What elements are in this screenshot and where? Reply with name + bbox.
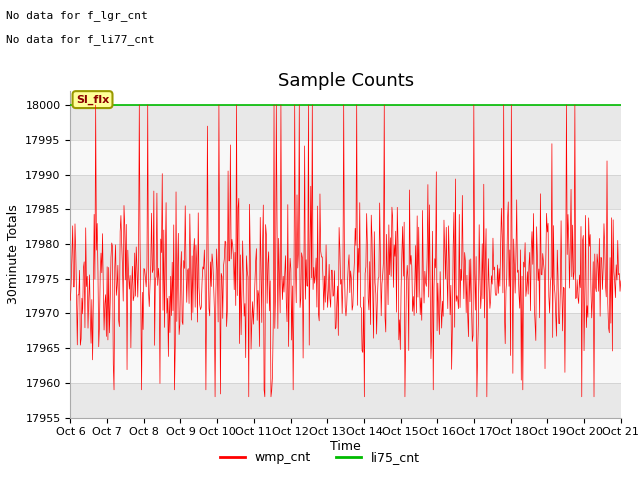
- wmp_cnt: [92, 102, 99, 108]
- li75_cnt: [429, 102, 436, 108]
- Text: No data for f_lgr_cnt: No data for f_lgr_cnt: [6, 10, 148, 21]
- Y-axis label: 30minute Totals: 30minute Totals: [7, 204, 20, 304]
- wmp_cnt: [134, 294, 141, 300]
- X-axis label: Time: Time: [330, 440, 361, 453]
- Bar: [70, 313, 621, 348]
- Bar: [70, 348, 621, 383]
- wmp_cnt: [77, 342, 84, 348]
- wmp_cnt: [430, 285, 438, 290]
- Bar: [70, 175, 621, 209]
- wmp_cnt: [190, 249, 198, 254]
- Text: No data for f_li77_cnt: No data for f_li77_cnt: [6, 34, 155, 45]
- Title: Sample Counts: Sample Counts: [278, 72, 413, 90]
- li75_cnt: [133, 102, 141, 108]
- Bar: [70, 383, 621, 418]
- Legend: wmp_cnt, li75_cnt: wmp_cnt, li75_cnt: [215, 446, 425, 469]
- Bar: [70, 279, 621, 313]
- li75_cnt: [189, 102, 196, 108]
- Bar: [70, 244, 621, 279]
- Text: Sl_flx: Sl_flx: [76, 95, 109, 105]
- wmp_cnt: [67, 298, 74, 303]
- Bar: [70, 140, 621, 175]
- li75_cnt: [218, 102, 226, 108]
- li75_cnt: [617, 102, 625, 108]
- wmp_cnt: [220, 264, 227, 269]
- li75_cnt: [67, 102, 74, 108]
- Bar: [70, 209, 621, 244]
- Bar: [70, 105, 621, 140]
- wmp_cnt: [211, 394, 219, 400]
- wmp_cnt: [414, 294, 422, 300]
- li75_cnt: [77, 102, 84, 108]
- Line: wmp_cnt: wmp_cnt: [70, 105, 621, 397]
- wmp_cnt: [617, 278, 625, 284]
- li75_cnt: [413, 102, 420, 108]
